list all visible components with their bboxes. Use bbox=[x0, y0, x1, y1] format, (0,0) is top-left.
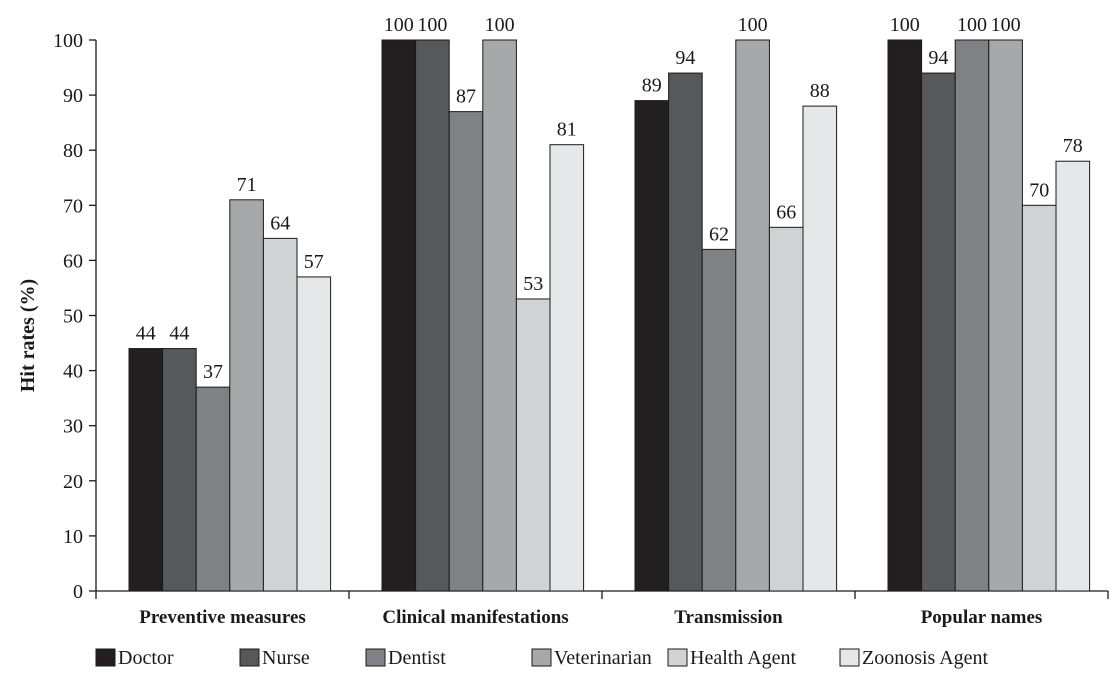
legend-swatch bbox=[365, 648, 386, 667]
bar-doctor bbox=[634, 100, 670, 592]
legend-label: Dentist bbox=[388, 647, 446, 669]
data-label: 71 bbox=[237, 174, 257, 196]
bar-zoonosis-agent bbox=[1055, 160, 1091, 592]
data-label: 44 bbox=[136, 323, 156, 345]
bar-dentist bbox=[448, 111, 484, 592]
data-label: 100 bbox=[738, 14, 768, 36]
bar-dentist bbox=[195, 386, 231, 592]
bar-veterinarian bbox=[482, 39, 517, 592]
data-label: 53 bbox=[523, 273, 543, 295]
y-tick-label: 0 bbox=[73, 581, 83, 603]
category-label: Transmission bbox=[674, 607, 783, 628]
data-label: 64 bbox=[270, 212, 290, 234]
data-label: 78 bbox=[1063, 135, 1083, 157]
y-tick-label: 100 bbox=[53, 30, 83, 52]
data-label: 37 bbox=[203, 361, 223, 383]
bar-veterinarian bbox=[735, 39, 770, 592]
data-label: 81 bbox=[557, 119, 577, 141]
y-tick-label: 90 bbox=[63, 85, 83, 107]
y-tick-label: 80 bbox=[63, 140, 83, 162]
bar-nurse bbox=[921, 72, 956, 592]
y-tick-label: 60 bbox=[63, 250, 83, 272]
bar-nurse bbox=[668, 72, 703, 592]
bar-doctor bbox=[381, 39, 417, 592]
bar-veterinarian bbox=[988, 39, 1023, 592]
y-tick-label: 30 bbox=[63, 416, 83, 438]
data-label: 100 bbox=[384, 14, 414, 36]
y-tick-label: 40 bbox=[63, 361, 83, 383]
bar-health-agent bbox=[515, 298, 551, 592]
legend-label: Nurse bbox=[262, 647, 310, 669]
data-label: 88 bbox=[810, 80, 830, 102]
bar-health-agent bbox=[1021, 204, 1057, 592]
bar-veterinarian bbox=[229, 199, 264, 592]
bar-health-agent bbox=[262, 237, 298, 592]
legend-swatch bbox=[95, 648, 116, 667]
legend-swatch bbox=[839, 648, 860, 667]
data-label: 62 bbox=[709, 223, 729, 245]
data-label: 94 bbox=[928, 47, 948, 69]
bar-dentist bbox=[954, 39, 990, 592]
data-label: 66 bbox=[776, 201, 796, 223]
data-label: 100 bbox=[890, 14, 920, 36]
data-label: 100 bbox=[485, 14, 515, 36]
category-label: Clinical manifestations bbox=[382, 607, 568, 628]
bar-dentist bbox=[701, 248, 737, 592]
legend-swatch bbox=[667, 648, 688, 667]
bar-nurse bbox=[415, 39, 450, 592]
bars bbox=[128, 39, 1091, 592]
legend-label: Doctor bbox=[118, 647, 174, 669]
data-label: 57 bbox=[304, 251, 324, 273]
y-tick-label: 10 bbox=[63, 526, 83, 548]
data-label: 100 bbox=[991, 14, 1021, 36]
category-label: Popular names bbox=[921, 607, 1043, 628]
bar-doctor bbox=[887, 39, 923, 592]
axes: 0 10 20 30 40 50 60 70 80 90 100 Hit rates (%) Preve… bbox=[17, 30, 1109, 628]
legend-label: Zoonosis Agent bbox=[862, 647, 989, 669]
data-label: 100 bbox=[417, 14, 447, 36]
y-tick-label: 50 bbox=[63, 306, 83, 328]
bar-nurse bbox=[162, 348, 197, 592]
bar-zoonosis-agent bbox=[802, 105, 838, 592]
legend-label: Health Agent bbox=[690, 647, 797, 669]
y-tick-label: 20 bbox=[63, 471, 83, 493]
data-label: 89 bbox=[642, 75, 662, 97]
legend: Doctor Nurse Dentist Veterinarian Health Age… bbox=[95, 647, 989, 669]
legend-label: Veterinarian bbox=[554, 647, 652, 669]
data-label: 70 bbox=[1029, 179, 1049, 201]
data-label: 87 bbox=[456, 86, 476, 108]
bar-doctor bbox=[128, 348, 164, 592]
data-label: 44 bbox=[169, 323, 189, 345]
legend-swatch bbox=[239, 648, 260, 667]
bar-health-agent bbox=[768, 226, 804, 592]
legend-swatch bbox=[531, 648, 552, 667]
data-label: 94 bbox=[675, 47, 695, 69]
y-axis-title: Hit rates (%) bbox=[17, 279, 39, 392]
data-label: 100 bbox=[957, 14, 987, 36]
bar-zoonosis-agent bbox=[549, 144, 585, 592]
category-label: Preventive measures bbox=[139, 607, 306, 628]
bar-zoonosis-agent bbox=[296, 276, 332, 592]
y-tick-label: 70 bbox=[63, 195, 83, 217]
